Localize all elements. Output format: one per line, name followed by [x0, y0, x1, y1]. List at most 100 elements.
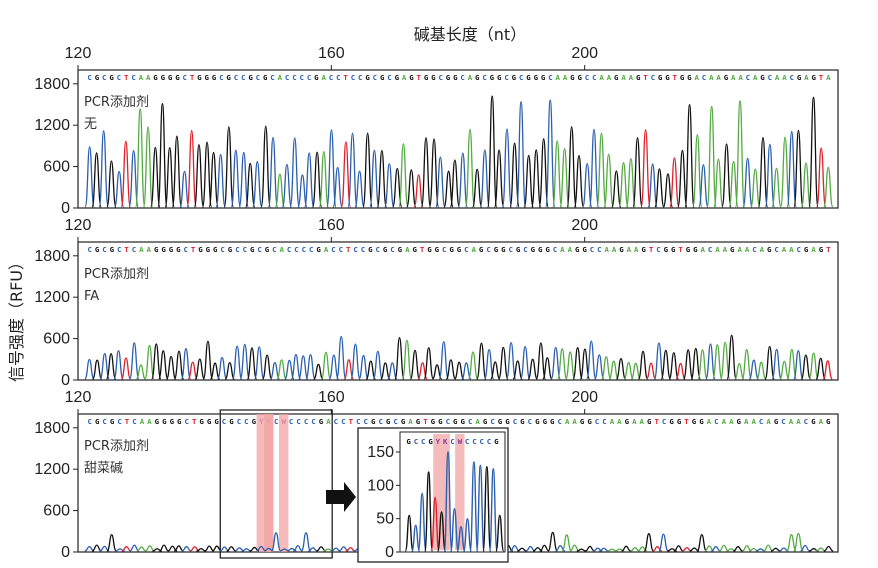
base-call: G: [412, 245, 417, 254]
base-call: G: [427, 245, 432, 254]
peak: [748, 359, 760, 380]
peak: [98, 130, 109, 208]
base-call: A: [147, 245, 152, 254]
peak: [637, 350, 649, 380]
peak: [763, 544, 773, 552]
inset-peak: [449, 507, 460, 552]
base-call: A: [811, 245, 816, 254]
peak: [164, 147, 175, 208]
peak: [464, 128, 476, 208]
base-call: G: [197, 73, 202, 82]
peak: [705, 343, 716, 380]
peak: [256, 545, 266, 552]
panel-frame: [77, 241, 839, 381]
peak: [136, 546, 147, 552]
peak: [409, 349, 421, 380]
base-call: C: [797, 245, 801, 254]
base-call: C: [364, 417, 368, 426]
base-call: A: [560, 245, 565, 254]
peak: [630, 362, 641, 380]
base-call: G: [501, 245, 506, 254]
peak: [596, 132, 607, 208]
condition-label: 无: [84, 117, 97, 132]
base-call: C: [504, 73, 508, 82]
base-call: C: [184, 417, 188, 426]
base-call: C: [244, 417, 248, 426]
base-call: C: [746, 73, 750, 82]
x-tick-label: 120: [65, 389, 92, 406]
base-call: A: [604, 245, 609, 254]
peak: [742, 157, 753, 208]
base-call: G: [535, 417, 540, 426]
base-call: C: [336, 73, 340, 82]
base-call: T: [192, 417, 197, 426]
peak: [734, 363, 745, 380]
peak: [293, 545, 303, 552]
base-call: C: [356, 417, 360, 426]
peak: [669, 157, 680, 208]
arrow-icon: [326, 482, 356, 512]
peak: [696, 534, 708, 552]
peak: [786, 348, 798, 380]
peak: [816, 147, 827, 208]
base-call: G: [198, 245, 203, 254]
base-call: C: [442, 245, 446, 254]
base-call: C: [331, 245, 335, 254]
peak: [318, 150, 330, 208]
peak: [625, 157, 637, 208]
peak: [187, 361, 198, 380]
peak: [420, 137, 432, 208]
peak: [398, 143, 409, 208]
base-call: A: [632, 417, 637, 426]
base-call: G: [424, 73, 429, 82]
base-call: G: [95, 417, 100, 426]
base-call: C: [87, 245, 91, 254]
peak: [279, 548, 290, 552]
peak: [800, 544, 810, 552]
peak: [618, 162, 629, 208]
base-call: G: [479, 245, 484, 254]
base-call: G: [449, 245, 454, 254]
base-call: G: [636, 73, 641, 82]
peak: [779, 547, 789, 552]
peak: [519, 345, 531, 380]
peak: [128, 150, 139, 208]
peak: [682, 349, 694, 380]
base-call: C: [334, 417, 338, 426]
peak: [611, 170, 622, 208]
base-call: G: [498, 417, 503, 426]
inset-peak: [436, 511, 447, 552]
peak: [539, 544, 550, 552]
peak: [771, 547, 781, 552]
peak: [269, 361, 281, 380]
peak: [692, 134, 703, 208]
peak: [423, 347, 434, 380]
base-call: A: [408, 417, 413, 426]
peak: [358, 354, 369, 380]
inset-base-call: C: [487, 437, 491, 446]
peak: [572, 347, 583, 380]
base-call: G: [438, 417, 443, 426]
base-call: C: [222, 417, 226, 426]
base-call: A: [789, 417, 794, 426]
base-call: G: [154, 245, 159, 254]
base-call: C: [602, 417, 606, 426]
peak: [84, 146, 95, 208]
peak: [719, 341, 731, 380]
base-call: C: [376, 245, 380, 254]
peak: [331, 547, 341, 552]
peak: [509, 142, 520, 208]
peak: [527, 358, 538, 380]
base-call: C: [460, 73, 464, 82]
peak: [326, 129, 337, 208]
base-call: G: [395, 73, 400, 82]
peak: [196, 547, 206, 552]
base-call: C: [243, 245, 247, 254]
peak: [561, 534, 573, 552]
base-call: A: [782, 73, 787, 82]
base-call: C: [390, 245, 394, 254]
base-call: A: [723, 245, 728, 254]
x-tick-label: 160: [318, 389, 345, 406]
peak: [332, 166, 343, 208]
